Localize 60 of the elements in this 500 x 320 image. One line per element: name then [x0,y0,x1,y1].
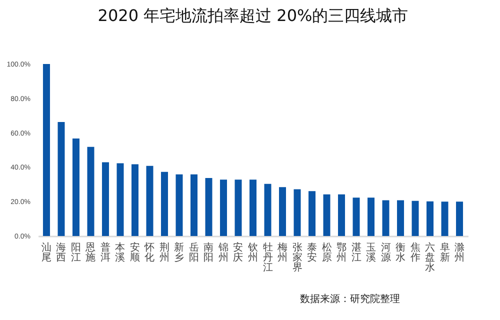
x-tick-label: 焦作 [409,242,420,264]
bar [58,122,65,236]
bar [234,180,242,236]
bar [102,162,109,236]
x-tick-label: 新乡 [174,242,184,264]
bar [176,174,183,236]
bar [323,194,330,236]
bar [160,172,168,236]
x-tick-label: 松原 [322,242,332,264]
bar [308,191,316,236]
bar [220,180,227,236]
bar [412,200,419,236]
x-tick-label: 梅州 [276,242,288,264]
x-tick-label: 本溪 [115,242,126,264]
x-tick-label: 张家界 [292,242,302,274]
bar [146,166,154,236]
x-tick-label: 恩施 [84,242,96,264]
bar [250,180,256,236]
bar [294,189,301,236]
x-tick-label: 锦州 [217,242,228,264]
bar [116,163,124,236]
bar [441,202,448,236]
x-tick-label: 岳阳 [188,242,199,264]
x-tick-label: 海西 [56,242,66,264]
x-tick-label: 衡水 [396,242,406,264]
bar [87,146,94,236]
x-tick-label: 阳江 [70,242,81,264]
x-tick-label: 荆州 [159,242,170,264]
x-tick-label: 河源 [380,242,391,264]
x-tick-label: 汕尾 [41,242,52,264]
x-tick-label: 南阳 [204,242,214,264]
x-tick-label: 牡丹江 [262,242,273,274]
bar [456,202,464,236]
x-tick-label: 安庆 [233,242,244,264]
x-tick-label: 阜新 [440,242,450,264]
x-tick-label: 鄂州 [336,242,347,264]
x-tick-label: 泰安 [307,242,318,264]
x-tick-label: 六盘水 [425,242,436,274]
bar [352,198,360,236]
source-note: 数据来源：研究院整理 [300,292,400,306]
bar [42,64,50,236]
bar [205,178,212,236]
chart-title: 2020 年宅地流拍率超过 20%的三四线城市 [98,6,408,25]
bar [264,184,272,236]
bar [279,187,286,236]
x-tick-label: 滁州 [454,242,465,264]
x-tick-label: 钦州 [247,242,258,264]
bar [397,200,404,236]
x-tick-label: 玉溪 [366,242,376,264]
bar [190,174,198,236]
bar [72,138,80,236]
x-tick-label: 普洱 [100,242,110,264]
x-tick-label: 湛江 [351,242,362,264]
bar [426,201,434,236]
bar [131,164,138,236]
bar [338,194,346,236]
bar [368,198,375,236]
x-tick-label: 怀化 [144,242,155,264]
bar [382,200,390,236]
x-tick-label: 安顺 [130,242,140,264]
